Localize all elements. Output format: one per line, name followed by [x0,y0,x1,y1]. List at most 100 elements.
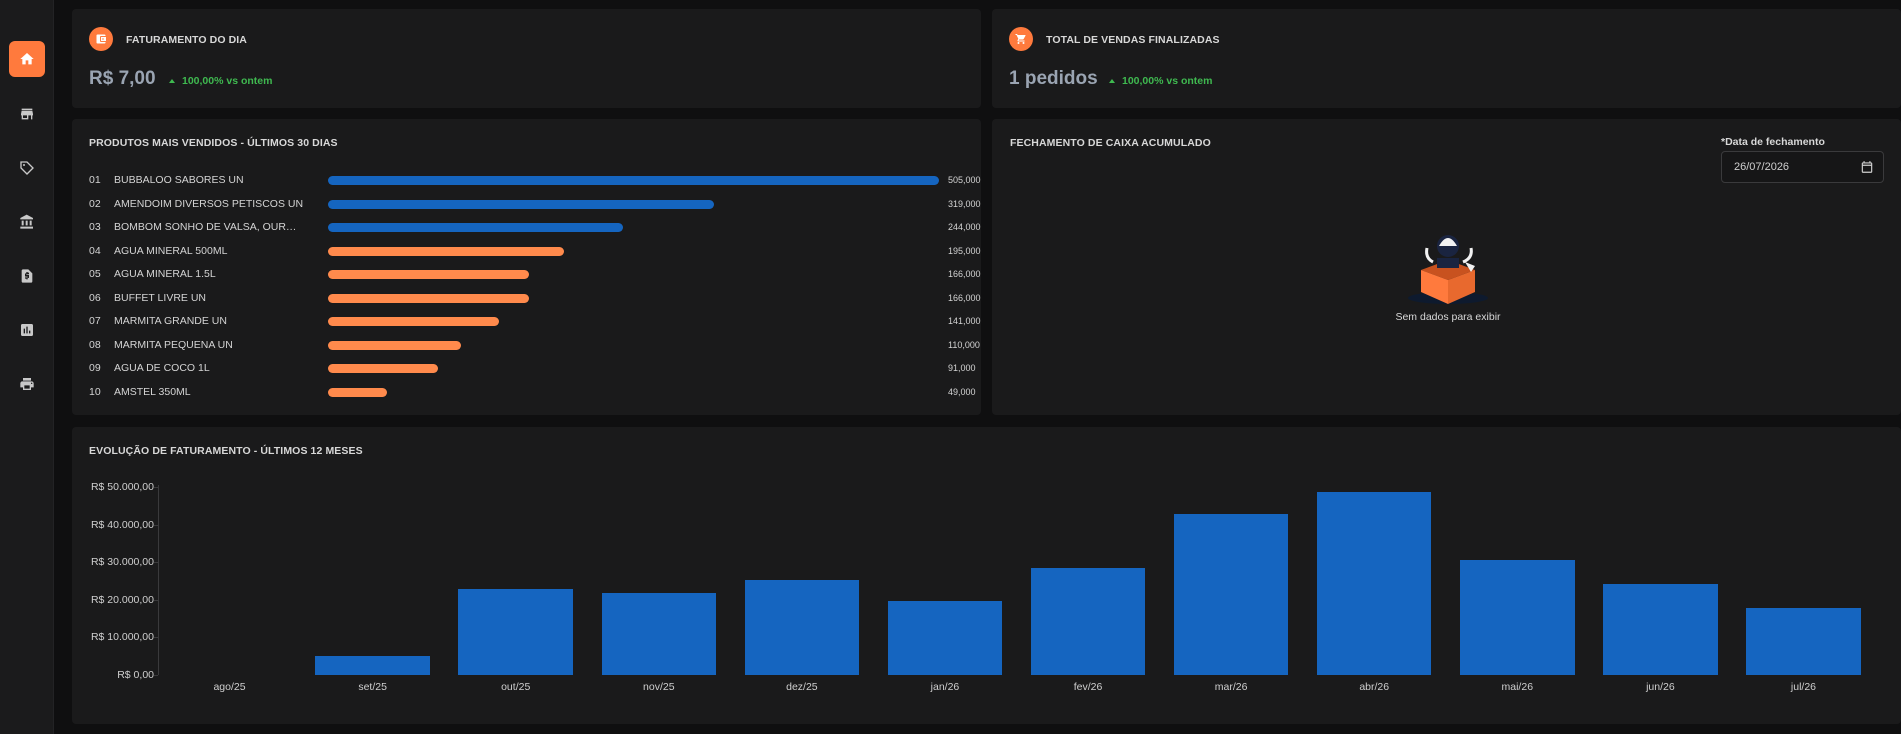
x-tick-label: set/25 [358,681,387,693]
product-rank: 06 [89,291,101,304]
empty-box-illustration [1408,235,1488,304]
product-rank: 03 [89,221,101,233]
product-quantity: 91,000 [948,363,976,373]
product-bar [328,387,388,397]
x-tick-label: nov/25 [643,681,675,693]
product-bar [328,317,499,326]
calendar-icon[interactable] [1860,160,1874,174]
card-title: FATURAMENTO DO DIA [126,34,247,46]
wallet-icon [89,27,113,51]
product-bar [328,270,529,279]
revenue-value: R$ 7,00 [89,68,156,89]
product-rank: 07 [89,315,101,327]
product-row: 02 AMENDOIM DIVERSOS PETISCOS UN 319,000 [89,196,989,212]
y-tick-label: R$ 30.000,00 [90,556,154,569]
closing-date-input[interactable]: 26/07/2026 [1721,151,1884,183]
x-tick-label: jan/26 [930,681,960,693]
product-row: 03 BOMBOM SONHO DE VALSA, OURO BRANCO UN 2… [89,219,989,235]
tag-icon [20,161,34,175]
x-tick-label: mai/26 [1501,681,1534,693]
card-title: PRODUTOS MAIS VENDIDOS - ÚLTIMOS 30 DIAS [89,137,338,149]
empty-state-text: Sem dados para exibir [1395,311,1501,323]
product-row: 10 AMSTEL 350ML 49,000 [89,384,989,400]
card-title: FECHAMENTO DE CAIXA ACUMULADO [1010,137,1211,149]
product-rank: 05 [89,268,101,280]
arrow-up-icon [1109,79,1115,83]
product-name: AMSTEL 350ML [114,385,191,398]
product-quantity: 49,000 [948,386,976,397]
revenue-card: FATURAMENTO DO DIA R$ 7,00 100,00% vs on… [72,9,981,108]
product-quantity: 110,000 [948,339,980,350]
revenue-change: 100,00% vs ontem [169,75,272,87]
change-label: 100,00% vs ontem [182,75,273,87]
product-name: AGUA MINERAL 500ML [114,244,228,257]
y-tick-label: R$ 40.000,00 [90,518,154,531]
product-bar [328,223,624,232]
revenue-bar[interactable] [1746,608,1861,675]
y-tick-mark [154,675,158,676]
home-icon [20,53,34,65]
date-label: *Data de fechamento [1721,136,1825,148]
product-bar [328,199,714,209]
product-rank: 09 [89,362,101,374]
x-tick-label: dez/25 [786,681,818,693]
card-title: TOTAL DE VENDAS FINALIZADAS [1046,34,1220,46]
product-rank: 04 [89,244,101,257]
date-value: 26/07/2026 [1734,161,1790,173]
product-name: MARMITA GRANDE UN [114,315,227,327]
product-rank: 01 [89,174,101,186]
product-quantity: 141,000 [948,316,981,326]
product-name: AGUA DE COCO 1L [114,362,210,374]
sidebar-item-reports[interactable] [9,312,45,348]
x-tick-label: mar/26 [1214,681,1248,693]
product-rank: 08 [89,338,101,351]
y-tick-label: R$ 50.000,00 [90,481,154,493]
y-tick-label: R$ 20.000,00 [90,593,154,606]
invoice-icon [21,269,33,283]
revenue-bar[interactable] [1316,491,1432,675]
change-label: 100,00% vs ontem [1122,75,1213,87]
sidebar-item-invoice[interactable] [9,258,45,294]
revenue-bar[interactable] [887,600,1003,675]
product-row: 04 AGUA MINERAL 500ML 195,000 [89,243,989,259]
revenue-bar[interactable] [1173,514,1289,675]
revenue-bar[interactable] [458,588,573,675]
top-products-card: PRODUTOS MAIS VENDIDOS - ÚLTIMOS 30 DIAS… [72,119,981,415]
product-quantity: 166,000 [948,269,981,279]
y-tick-label: R$ 10.000,00 [90,631,154,644]
sales-value: 1 pedidos [1009,68,1098,89]
y-tick-mark [154,637,158,639]
sidebar-item-print[interactable] [9,366,45,402]
revenue-bar[interactable] [315,656,430,675]
revenue-bar[interactable] [601,593,716,675]
x-tick-label: fev/26 [1073,681,1103,693]
product-row: 06 BUFFET LIVRE UN 166,000 [89,290,989,306]
sidebar-item-bank[interactable] [9,204,45,240]
sales-card: TOTAL DE VENDAS FINALIZADAS 1 pedidos 10… [992,9,1901,108]
product-bar [328,293,529,303]
product-row: 08 MARMITA PEQUENA UN 110,000 [89,337,989,353]
bank-icon [20,214,33,229]
revenue-bar[interactable] [1030,567,1146,675]
sidebar-item-tags[interactable] [9,150,45,186]
cart-icon [1009,27,1033,51]
product-quantity: 505,000 [948,175,981,185]
product-quantity: 319,000 [948,198,981,209]
revenue-evolution-card: EVOLUÇÃO DE FATURAMENTO - ÚLTIMOS 12 MES… [72,427,1901,724]
y-tick-mark [154,599,158,601]
product-name: AGUA MINERAL 1.5L [114,268,216,280]
y-tick-mark [154,562,158,564]
revenue-bar[interactable] [1603,584,1718,675]
sidebar-item-home[interactable] [9,41,45,77]
product-row: 01 BUBBALOO SABORES UN 505,000 [89,172,989,188]
sidebar-item-store[interactable] [9,96,45,132]
product-bar [328,246,564,256]
product-bar [328,176,939,185]
product-rank: 02 [89,197,101,210]
report-icon [21,324,33,336]
product-row: 05 AGUA MINERAL 1.5L 166,000 [89,266,989,282]
x-tick-label: out/25 [501,681,531,693]
revenue-bar[interactable] [744,580,860,675]
store-icon [21,108,33,120]
revenue-bar[interactable] [1460,560,1575,675]
